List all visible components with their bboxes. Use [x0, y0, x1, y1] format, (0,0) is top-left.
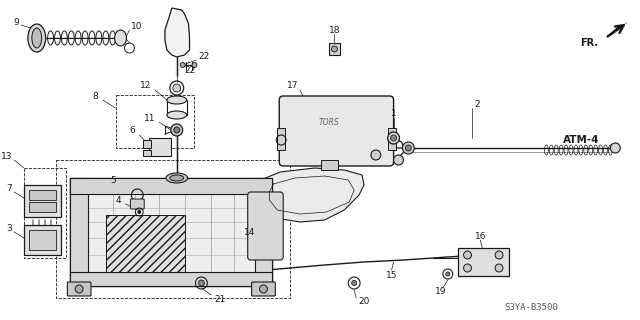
Circle shape: [198, 280, 204, 286]
FancyBboxPatch shape: [143, 150, 151, 156]
FancyBboxPatch shape: [67, 282, 91, 296]
Ellipse shape: [167, 96, 187, 104]
Circle shape: [371, 150, 381, 160]
FancyBboxPatch shape: [24, 185, 61, 217]
FancyBboxPatch shape: [106, 215, 184, 275]
Circle shape: [352, 281, 356, 285]
FancyBboxPatch shape: [388, 128, 396, 150]
Ellipse shape: [28, 24, 45, 52]
Text: 15: 15: [386, 270, 397, 279]
FancyBboxPatch shape: [255, 178, 273, 286]
Text: 18: 18: [329, 26, 340, 35]
FancyBboxPatch shape: [70, 178, 273, 194]
Text: 22: 22: [198, 52, 210, 60]
Circle shape: [138, 211, 141, 213]
FancyBboxPatch shape: [29, 190, 56, 200]
Text: 14: 14: [244, 228, 255, 236]
Circle shape: [192, 62, 197, 68]
Ellipse shape: [170, 175, 184, 181]
FancyBboxPatch shape: [29, 202, 56, 212]
Text: 3: 3: [6, 223, 12, 233]
Circle shape: [173, 84, 180, 92]
Text: 9: 9: [13, 18, 19, 27]
Text: 7: 7: [6, 183, 12, 193]
FancyBboxPatch shape: [131, 199, 144, 209]
Circle shape: [403, 142, 414, 154]
FancyBboxPatch shape: [70, 272, 273, 286]
Text: 20: 20: [358, 298, 369, 307]
Ellipse shape: [167, 111, 187, 119]
Circle shape: [405, 145, 412, 151]
FancyBboxPatch shape: [458, 248, 509, 276]
Text: 6: 6: [129, 125, 135, 134]
Circle shape: [394, 155, 403, 165]
Circle shape: [611, 143, 620, 153]
Circle shape: [390, 135, 397, 141]
FancyBboxPatch shape: [70, 178, 88, 286]
Text: TORS: TORS: [319, 117, 340, 126]
Ellipse shape: [166, 173, 188, 183]
Circle shape: [446, 272, 450, 276]
Text: 21: 21: [214, 294, 225, 303]
Circle shape: [180, 62, 185, 68]
FancyBboxPatch shape: [252, 282, 275, 296]
Text: ATM-4: ATM-4: [563, 135, 599, 145]
Circle shape: [463, 264, 472, 272]
Circle shape: [171, 124, 182, 136]
Circle shape: [332, 46, 337, 52]
FancyBboxPatch shape: [70, 178, 273, 286]
Polygon shape: [165, 8, 189, 57]
Text: 19: 19: [435, 287, 447, 297]
FancyBboxPatch shape: [143, 140, 151, 148]
FancyBboxPatch shape: [24, 225, 61, 255]
Circle shape: [495, 264, 503, 272]
Text: 11: 11: [143, 114, 155, 123]
Text: 16: 16: [475, 231, 486, 241]
Ellipse shape: [32, 28, 42, 48]
Text: 1: 1: [390, 108, 396, 117]
FancyBboxPatch shape: [248, 192, 283, 260]
Circle shape: [495, 251, 503, 259]
Text: S3YA-B3500: S3YA-B3500: [505, 303, 559, 313]
Circle shape: [174, 127, 180, 133]
Text: 5: 5: [110, 175, 116, 185]
Circle shape: [388, 132, 399, 144]
Text: 10: 10: [131, 21, 143, 30]
FancyBboxPatch shape: [321, 160, 339, 170]
FancyBboxPatch shape: [149, 138, 171, 156]
FancyBboxPatch shape: [328, 43, 340, 55]
FancyBboxPatch shape: [29, 230, 56, 250]
Polygon shape: [260, 168, 364, 222]
Text: 17: 17: [287, 81, 298, 90]
Text: 8: 8: [92, 92, 98, 100]
Text: 2: 2: [474, 100, 480, 108]
Text: 22: 22: [184, 66, 196, 75]
Circle shape: [76, 285, 83, 293]
Text: 12: 12: [140, 81, 151, 90]
Text: 13: 13: [1, 151, 12, 161]
FancyBboxPatch shape: [277, 128, 285, 150]
Polygon shape: [605, 22, 628, 38]
Ellipse shape: [115, 30, 127, 46]
Text: FR.: FR.: [580, 38, 598, 48]
Circle shape: [260, 285, 268, 293]
FancyBboxPatch shape: [279, 96, 394, 166]
Text: 4: 4: [116, 196, 122, 204]
Circle shape: [463, 251, 472, 259]
